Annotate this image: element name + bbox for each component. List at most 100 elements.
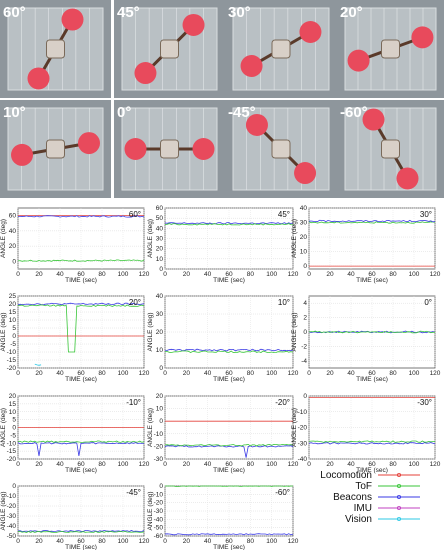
x-axis-label: TIME (sec)	[213, 376, 245, 383]
y-tick-label: -10	[298, 409, 308, 416]
x-tick-label: 120	[430, 370, 441, 377]
x-tick-label: 120	[288, 271, 299, 278]
x-tick-label: 80	[389, 271, 397, 278]
x-axis-label: TIME (sec)	[65, 467, 97, 474]
series-line	[34, 363, 42, 366]
robot-module-center	[271, 139, 291, 159]
robot-module-center	[271, 39, 291, 59]
x-tick-label: 20	[326, 370, 334, 377]
legend-marker	[396, 483, 401, 488]
photo-panel: -60°	[337, 100, 444, 198]
x-tick-label: 80	[247, 538, 255, 545]
chart-panel: 0-10-20-30-40-50-600 20 40 60 80 100 120-60°TI…	[147, 483, 299, 550]
x-tick-label: 0	[16, 370, 20, 377]
x-tick-label: 100	[266, 461, 277, 468]
x-tick-label: 20	[326, 461, 334, 468]
y-tick-label: 40	[9, 228, 17, 235]
chart-title: -20°	[275, 398, 290, 407]
x-tick-label: 120	[288, 370, 299, 377]
series-line	[17, 304, 145, 353]
x-tick-label: 80	[389, 370, 397, 377]
y-tick-label: -4	[301, 358, 307, 365]
y-tick-label: 0	[303, 393, 307, 400]
series-line	[164, 443, 294, 447]
x-tick-label: 80	[247, 271, 255, 278]
x-tick-label: 20	[35, 370, 43, 377]
x-axis-label: TIME (sec)	[213, 544, 245, 550]
photo-angle-label: 45°	[117, 4, 140, 21]
x-axis-label: TIME (sec)	[356, 277, 388, 284]
series-line	[164, 445, 294, 458]
x-tick-label: 100	[266, 538, 277, 545]
series-line	[308, 219, 436, 223]
x-axis-label: TIME (sec)	[213, 277, 245, 284]
x-tick-label: 40	[56, 271, 64, 278]
x-tick-label: 100	[118, 461, 129, 468]
robot-module-left	[124, 138, 147, 160]
y-tick-label: -30	[154, 456, 164, 463]
y-tick-label: -30	[7, 513, 17, 520]
x-tick-label: 100	[409, 271, 420, 278]
robot-module-left	[362, 108, 385, 131]
x-tick-label: 20	[183, 271, 191, 278]
y-tick-label: 5	[12, 417, 16, 424]
chart-panel: 0-10-20-30-400 20 40 60 80 100 120-30°TIME (se…	[291, 393, 441, 474]
legend-label: Beacons	[333, 492, 372, 503]
x-tick-label: 40	[56, 461, 64, 468]
chart-panel: 60 40 20 00 20 40 60 80 100 120 60° TIME (sec) ANGLE…	[0, 207, 150, 284]
y-tick-label: 40	[156, 225, 164, 232]
series-line	[164, 350, 294, 354]
photo-panel: 60°	[0, 0, 111, 98]
series-line	[164, 348, 294, 352]
photo-panel: 0°	[114, 100, 225, 198]
x-axis-label: TIME (sec)	[356, 376, 388, 383]
photo-panel: -45°	[225, 100, 337, 198]
robot-module-right	[182, 13, 205, 36]
robot-module-left	[245, 113, 268, 136]
x-tick-label: 80	[98, 461, 106, 468]
legend-label: ToF	[355, 481, 372, 492]
series-line	[17, 215, 145, 218]
series-line	[308, 221, 436, 224]
y-tick-label: -40	[7, 523, 17, 530]
y-axis-label: ANGLE (deg)	[147, 219, 154, 258]
x-axis-label: TIME (sec)	[356, 467, 388, 474]
photo-angle-label: 10°	[3, 104, 26, 121]
robot-module-right	[294, 162, 317, 185]
photo-angle-label: 60°	[3, 4, 26, 21]
x-tick-label: 120	[430, 461, 441, 468]
robot-module-center	[160, 139, 179, 159]
x-tick-label: 120	[139, 271, 150, 278]
photo-panel: 10°	[0, 100, 111, 198]
x-tick-label: 100	[118, 271, 129, 278]
robot-module-right	[299, 21, 322, 43]
x-tick-label: 60	[225, 370, 233, 377]
chart-title: 0°	[424, 298, 432, 307]
x-tick-label: 20	[183, 538, 191, 545]
x-tick-label: 20	[326, 271, 334, 278]
y-tick-label: 20	[9, 243, 17, 250]
chart-title: -60°	[275, 488, 290, 497]
robot-module-left	[11, 143, 34, 166]
x-tick-label: 120	[139, 461, 150, 468]
x-tick-label: 0	[163, 370, 167, 377]
x-tick-label: 20	[35, 538, 43, 545]
x-tick-label: 0	[307, 370, 311, 377]
series-line	[17, 530, 145, 534]
x-tick-label: 40	[347, 461, 355, 468]
y-tick-label: -10	[7, 493, 17, 500]
y-axis-label: ANGLE (deg)	[291, 219, 298, 258]
robot-module-right	[396, 167, 419, 190]
x-tick-label: 40	[56, 370, 64, 377]
y-tick-label: 20	[9, 393, 17, 400]
x-tick-label: 40	[56, 538, 64, 545]
y-tick-label: -5	[10, 432, 16, 439]
y-tick-label: -40	[298, 456, 308, 463]
chart-title: -45°	[126, 488, 141, 497]
x-tick-label: 0	[163, 461, 167, 468]
y-tick-label: -15	[7, 357, 17, 364]
